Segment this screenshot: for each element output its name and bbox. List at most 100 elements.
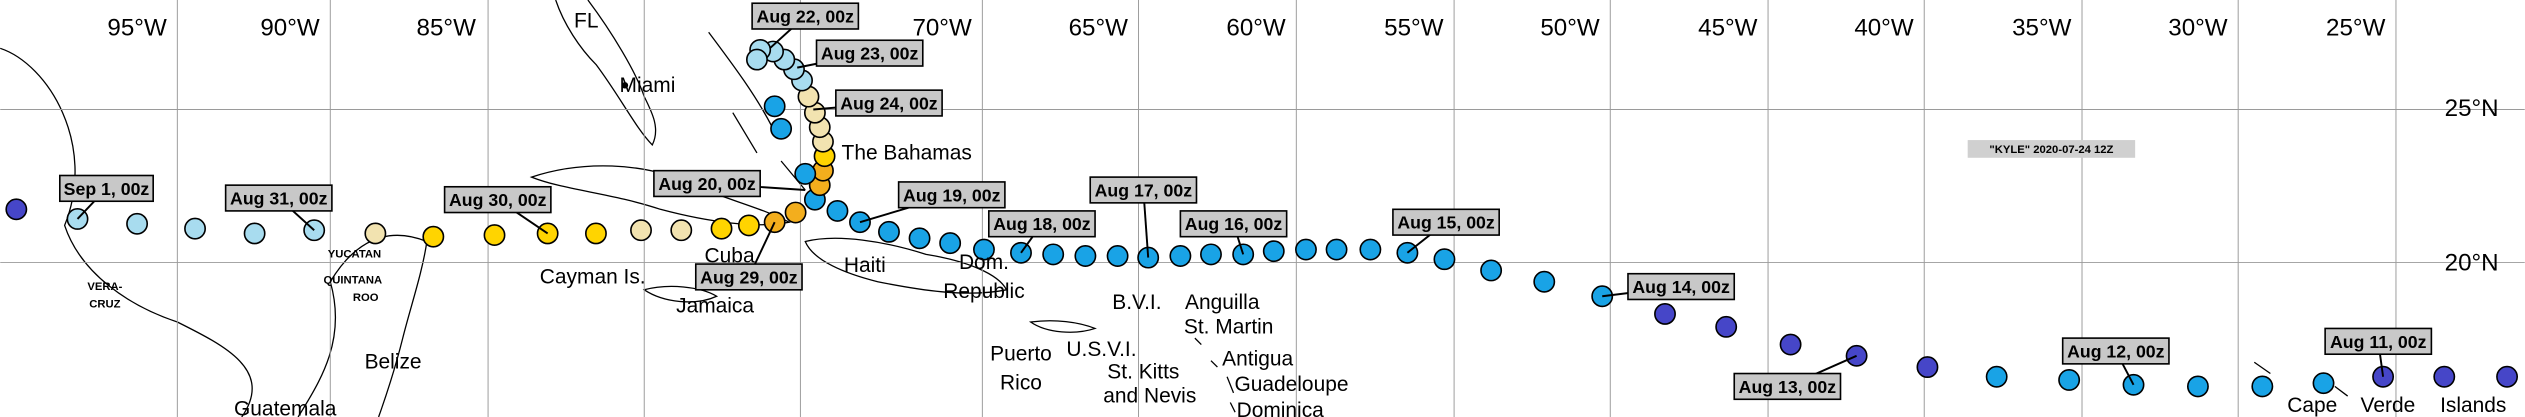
longitude-label: 65°W: [1069, 14, 1129, 41]
track-point: [1325, 238, 1348, 261]
track-point: [784, 201, 807, 224]
place-label: Miami: [620, 74, 676, 97]
place-label: St. Martin: [1184, 315, 1274, 338]
track-point: [1106, 245, 1129, 267]
longitude-label: 55°W: [1384, 14, 1444, 41]
date-label: Aug 16, 00z: [1185, 214, 1283, 234]
track-point: [1779, 333, 1802, 356]
date-label: Aug 20, 00z: [658, 174, 756, 194]
longitude-label: 95°W: [107, 14, 167, 41]
track-point: [1262, 240, 1285, 263]
track-point: [670, 219, 693, 242]
track-point: [243, 222, 266, 245]
track-point: [770, 117, 793, 140]
place-label: Rico: [1000, 372, 1042, 395]
place-label: Puerto: [990, 343, 1052, 366]
date-label: Aug 31, 00z: [230, 188, 328, 208]
track-point: [1433, 248, 1456, 271]
region-label: VERA-: [87, 281, 122, 293]
place-label: Dom.: [959, 251, 1009, 274]
region-label: YUCATAN: [328, 249, 381, 261]
date-label: Aug 22, 00z: [757, 7, 855, 27]
place-label: Belize: [365, 351, 422, 374]
place-label: FL: [574, 9, 598, 32]
track-point: [184, 217, 206, 240]
place-label: Cayman Is.: [540, 265, 646, 288]
track-point: [878, 220, 900, 243]
place-label: Cuba: [705, 244, 755, 267]
place-label: Islands: [2440, 394, 2506, 417]
date-label-box: [653, 169, 761, 198]
track-point: [364, 222, 387, 245]
date-label-box: [815, 39, 924, 67]
place-label: St. Kitts: [1107, 360, 1179, 383]
date-label-box: [224, 184, 333, 212]
track-point: [2058, 369, 2081, 391]
date-label: Aug 24, 00z: [840, 93, 938, 113]
track-point: [1654, 303, 1676, 325]
track-point: [2496, 365, 2519, 388]
longitude-label: 60°W: [1226, 14, 1286, 41]
track-point: [763, 95, 786, 118]
date-label: Aug 30, 00z: [449, 190, 547, 210]
longitude-label: 70°W: [912, 14, 972, 41]
date-label: Aug 13, 00z: [1739, 377, 1837, 397]
date-label-box: [443, 185, 552, 214]
track-point: [1169, 245, 1192, 267]
track-point: [1533, 270, 1556, 293]
track-point: [584, 222, 607, 245]
place-label: Verde: [2361, 394, 2416, 417]
place-label: Guatemala: [234, 397, 337, 417]
place-label: B.V.I.: [1112, 291, 1161, 314]
date-label-box: [835, 89, 943, 117]
track-point: [1916, 356, 1939, 379]
place-label: Dominica: [1237, 399, 1325, 417]
latitude-label: 20°N: [2445, 249, 2499, 276]
track-point: [1042, 243, 1065, 266]
place-label: Antigua: [1222, 347, 1293, 370]
place-label: Cape: [2287, 394, 2337, 417]
track-point: [422, 225, 445, 248]
date-label: Aug 23, 00z: [821, 44, 919, 64]
date-label: Aug 19, 00z: [903, 185, 1001, 205]
region-label: QUINTANA: [324, 274, 383, 286]
date-label-box: [1627, 272, 1736, 301]
track-point: [1295, 238, 1317, 261]
date-label: Aug 18, 00z: [993, 214, 1091, 234]
date-label-box: [1089, 176, 1198, 204]
track-point: [536, 222, 559, 245]
track-point: [737, 214, 760, 237]
track-point: [1715, 315, 1738, 338]
track-point: [1074, 245, 1097, 267]
track-point: [2312, 372, 2335, 395]
date-label-box: [1179, 210, 1288, 238]
track-point: [826, 199, 849, 222]
track-point: [794, 162, 817, 185]
place-label: Anguilla: [1185, 291, 1260, 314]
place-label: Jamaica: [676, 294, 754, 317]
date-label-box: [987, 210, 1096, 238]
date-label-box: [2324, 327, 2433, 356]
track-point: [908, 227, 931, 250]
longitude-label: 85°W: [417, 14, 477, 41]
longitude-label: 40°W: [1854, 14, 1914, 41]
track-point: [1480, 259, 1503, 282]
track-point: [5, 198, 28, 221]
date-label-box: [2061, 337, 2170, 365]
date-label-box: [58, 174, 154, 203]
track-point: [2186, 375, 2209, 398]
place-label: Haiti: [844, 254, 886, 277]
date-label: Aug 17, 00z: [1095, 180, 1193, 200]
land-outlines: [0, 0, 2349, 417]
date-label: Aug 12, 00z: [2067, 341, 2165, 361]
date-label: Aug 11, 00z: [2330, 332, 2427, 352]
date-label: Aug 14, 00z: [1632, 277, 1730, 297]
longitude-label: 30°W: [2168, 14, 2228, 41]
annotation: "KYLE" 2020-07-24 12Z: [1989, 144, 2113, 156]
date-label-box: [694, 263, 803, 291]
date-label: Sep 1, 00z: [64, 179, 150, 199]
track-point: [126, 212, 149, 235]
track-point: [745, 48, 768, 71]
place-label: Guadeloupe: [1234, 373, 1348, 396]
